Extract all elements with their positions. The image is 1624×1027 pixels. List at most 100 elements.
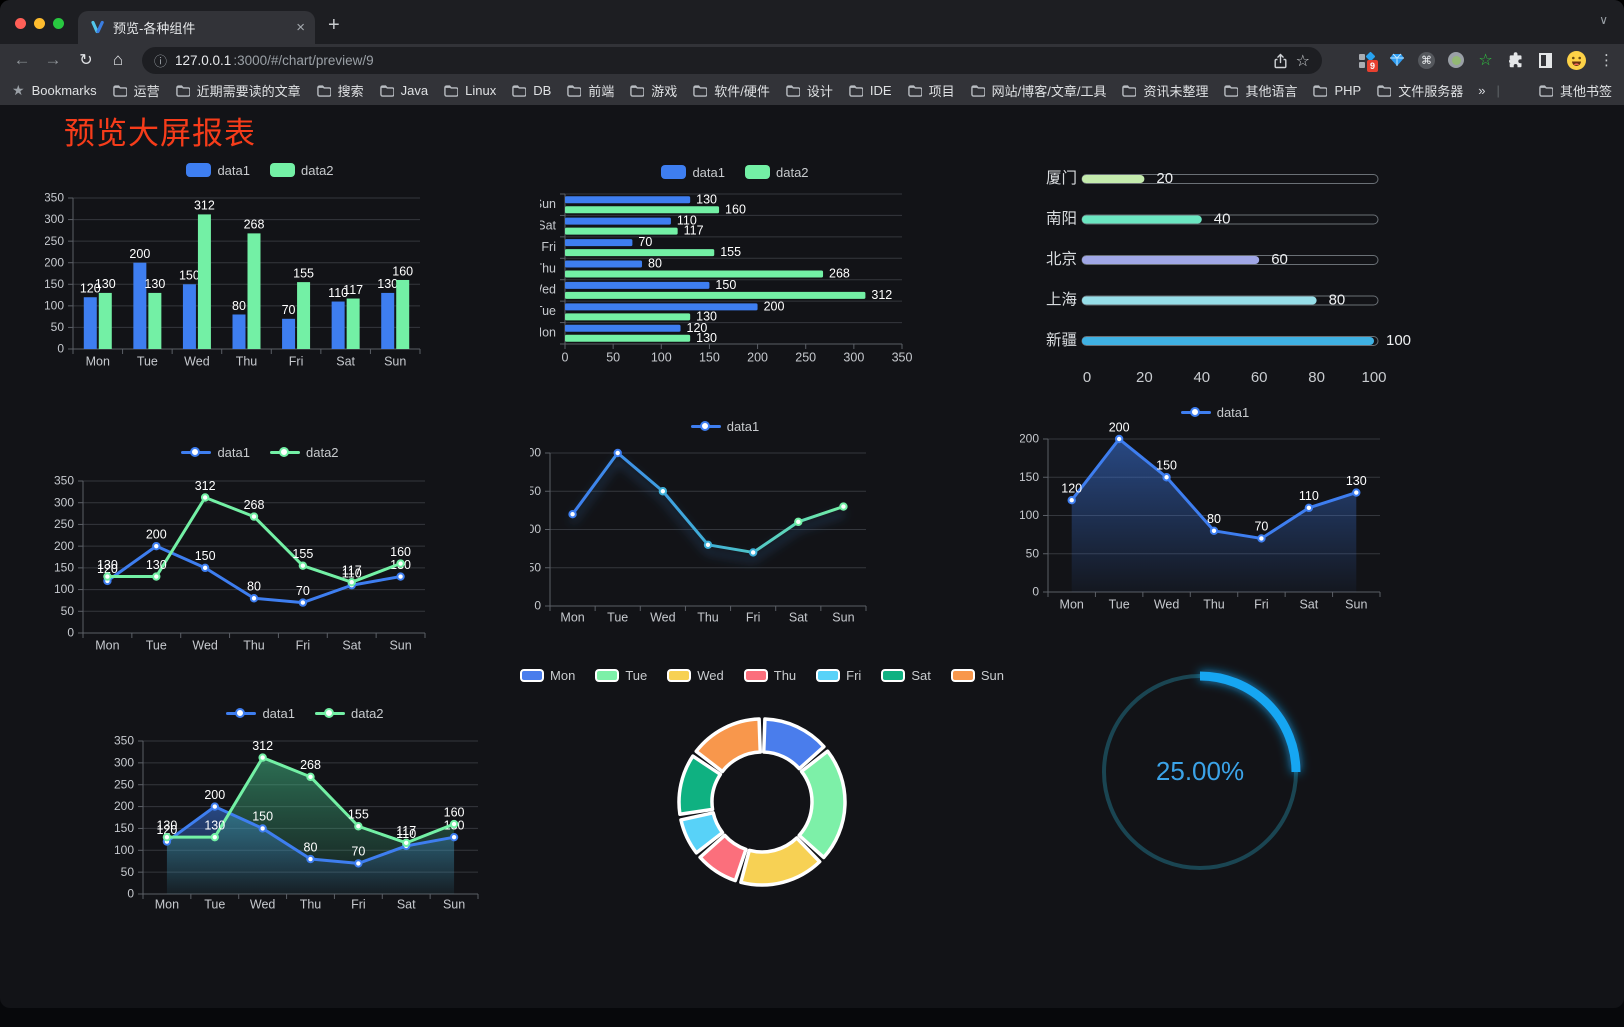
chart-canvas[interactable]: 0 50 100 150 200 250 300 350 Mon Tue Wed Thu Fri Sat S…	[105, 700, 505, 930]
bookmark-folder-item[interactable]: 设计	[785, 81, 833, 100]
chart-canvas[interactable]	[560, 660, 964, 920]
svg-text:80: 80	[247, 580, 261, 594]
tab-close-icon[interactable]: ×	[296, 19, 305, 36]
bookmarks-manager-item[interactable]: ★ Bookmarks	[12, 82, 97, 99]
close-window-button[interactable]	[14, 17, 26, 29]
legend-item[interactable]: data2	[745, 165, 809, 180]
folder-icon	[907, 84, 922, 97]
chart-bar-vertical[interactable]: data1 data2 0 50 100 150 200 250 300 350 Mon Tue Wed…	[44, 150, 475, 380]
legend-item[interactable]: Tue	[595, 668, 647, 683]
legend-item[interactable]: data2	[315, 706, 384, 721]
legend-item[interactable]: data1	[1180, 405, 1249, 420]
legend-line-marker	[270, 446, 300, 459]
chart-canvas[interactable]: 0 50 100 150 200 Mon Tue Wed Thu Fri Sat Sun	[521, 415, 920, 640]
minimize-window-button[interactable]	[33, 17, 45, 29]
bookmark-folder-item[interactable]: 前端	[566, 81, 614, 100]
legend-item[interactable]: Thu	[743, 668, 796, 683]
legend-label: Tue	[625, 667, 648, 683]
folder-icon	[1376, 84, 1392, 97]
chart-line-gradient[interactable]: data1 0 50 100 150 200 Mon Tue Wed Thu Fri Sat Sun	[521, 415, 920, 635]
bookmark-folder-item[interactable]: 项目	[907, 81, 955, 100]
bookmark-folder-item[interactable]: 其他语言	[1223, 81, 1297, 100]
svg-text:50: 50	[530, 560, 541, 574]
other-bookmarks-folder[interactable]: 其他书签	[1538, 81, 1612, 100]
bookmark-folder-item[interactable]: 网站/博客/文章/工具	[970, 81, 1106, 100]
ring-extension-icon[interactable]	[1448, 52, 1464, 68]
bookmark-folder-item[interactable]: DB	[511, 83, 551, 98]
legend-item[interactable]: data1	[226, 706, 295, 721]
legend-item[interactable]: data1	[661, 165, 725, 180]
chart-canvas[interactable]: 厦门 20 南阳 40 北京 60 上海 80 新疆 100 0 20 40 60 80 100	[1000, 150, 1430, 400]
bookmark-label: 前端	[588, 84, 615, 99]
bookmark-label: 文件服务器	[1398, 84, 1464, 99]
url-bar[interactable]: ⓘ 127.0.0.1 :3000/#/chart/preview/9 ☆	[142, 47, 1322, 74]
bookmark-folder-item[interactable]: 游戏	[629, 81, 677, 100]
svg-text:40: 40	[1193, 369, 1210, 386]
legend-item[interactable]: data2	[270, 445, 339, 460]
chart-line-area-two-series[interactable]: data1 data2 0 50 100 150 200 250 300 350 Mon Tue Wed…	[105, 700, 505, 925]
extensions-puzzle-icon[interactable]	[1507, 51, 1524, 69]
bookmark-label: 设计	[806, 84, 833, 99]
svg-text:80: 80	[1308, 369, 1325, 386]
legend-item[interactable]: data1	[690, 419, 759, 434]
window-chevron-icon[interactable]: ∨	[1599, 13, 1608, 27]
bookmark-folder-item[interactable]: 运营	[112, 81, 160, 100]
bookmark-folder-item[interactable]: Linux	[443, 83, 496, 98]
chart-donut-pie[interactable]: Mon Tue Wed Thu Fri Sat Sun	[520, 660, 1004, 915]
legend-item[interactable]: Sat	[881, 668, 931, 683]
chart-bar-horizontal[interactable]: data1 data2 0 50 100 150 200 250 300 350 Mon Tue Wed…	[531, 160, 930, 375]
bookmark-folder-item[interactable]: IDE	[848, 83, 892, 98]
chart-progress-bars[interactable]: 厦门 20 南阳 40 北京 60 上海 80 新疆 100 0 20 40 60 80 100	[1000, 150, 1430, 395]
browser-tab[interactable]: 预览-各种组件 ×	[78, 11, 315, 44]
svg-text:130: 130	[377, 277, 398, 291]
grid-extension-icon[interactable]: 9	[1358, 51, 1378, 72]
bookmark-star-icon[interactable]: ☆	[1295, 52, 1310, 70]
reload-button[interactable]: ↻	[79, 52, 93, 69]
back-button[interactable]: ←	[13, 50, 31, 69]
site-info-icon[interactable]: ⓘ	[154, 54, 168, 69]
legend-item[interactable]: data1	[186, 163, 250, 178]
legend-item[interactable]: data2	[270, 163, 334, 178]
bookmark-folder-item[interactable]: 文件服务器	[1376, 81, 1463, 100]
chart-canvas[interactable]: 0 50 100 150 200 250 300 350 Mon Tue Wed Thu Fri Sat S…	[45, 440, 475, 670]
bookmark-folder-item[interactable]: 资讯未整理	[1121, 81, 1208, 100]
new-tab-button[interactable]: +	[328, 14, 340, 36]
chart-gauge-progress[interactable]: 25.00%	[1080, 655, 1320, 895]
chart-canvas[interactable]: 25.00%	[1080, 655, 1320, 900]
svg-text:200: 200	[530, 446, 541, 460]
chart-legend: data1 data2	[45, 160, 475, 180]
chart-canvas[interactable]: 0 50 100 150 200 Mon Tue Wed Thu Fri Sat Sun 120 200 1…	[1019, 400, 1410, 630]
zoom-window-button[interactable]	[52, 17, 64, 29]
share-icon[interactable]	[1273, 53, 1288, 69]
chart-line-two-series[interactable]: data1 data2 0 50 100 150 200 250 300 350 Mon Tue Wed…	[45, 440, 475, 665]
bookmark-folder-item[interactable]: 软件/硬件	[692, 81, 770, 100]
chart-canvas[interactable]: 0 50 100 150 200 250 300 350 Mon Tue Wed Thu Fri Sat S…	[531, 160, 930, 380]
bookmarks-star-icon: ★	[12, 82, 25, 98]
profile-avatar[interactable]	[1567, 50, 1586, 70]
bookmark-folder-item[interactable]: PHP	[1312, 83, 1361, 98]
gem-extension-icon[interactable]	[1388, 52, 1405, 69]
forward-button[interactable]: →	[44, 50, 62, 69]
svg-text:Sun: Sun	[384, 354, 406, 368]
legend-line-marker	[226, 707, 257, 720]
legend-item[interactable]: Sun	[950, 668, 1004, 683]
chart-canvas[interactable]: 0 50 100 150 200 250 300 350 Mon Tue Wed Thu Fri Sat S…	[44, 150, 475, 385]
command-circle-extension-icon[interactable]: ⌘	[1418, 51, 1435, 69]
legend-item[interactable]: Fri	[816, 668, 861, 683]
green-star-extension-icon[interactable]: ☆	[1478, 52, 1493, 69]
bookmark-folder-item[interactable]: 近期需要读的文章	[175, 81, 301, 100]
home-button[interactable]: ⌂	[112, 50, 124, 69]
legend-label: Wed	[697, 667, 724, 683]
bookmarks-bar: ★ Bookmarks 运营 近期需要读的文章 搜索 Java Linux DB 前端 游戏 软件/…	[0, 76, 1624, 105]
bookmarks-overflow-chevron[interactable]: »	[1478, 83, 1486, 98]
legend-swatch	[270, 163, 295, 177]
legend-item[interactable]: data1	[181, 445, 250, 460]
legend-item[interactable]: Wed	[667, 668, 724, 683]
bookmark-folder-item[interactable]: Java	[379, 83, 428, 98]
contrast-extension-icon[interactable]	[1537, 52, 1554, 69]
chart-line-area[interactable]: data1 0 50 100 150 200 Mon Tue Wed Thu Fri Sat Sun 12…	[1019, 400, 1410, 625]
bookmark-folder-item[interactable]: 搜索	[316, 81, 364, 100]
legend-label: data1	[692, 164, 725, 180]
legend-item[interactable]: Mon	[520, 668, 575, 683]
browser-menu-icon[interactable]: ⋮	[1599, 52, 1614, 69]
